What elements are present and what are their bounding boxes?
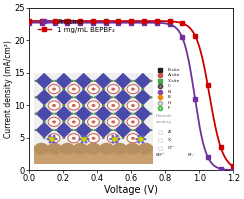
Y-axis label: Current density (mA/cm²): Current density (mA/cm²) — [4, 40, 13, 138]
X-axis label: Voltage (V): Voltage (V) — [104, 185, 158, 195]
Legend: Pristine, 1 mg/mL BEPBF₄: Pristine, 1 mg/mL BEPBF₄ — [35, 16, 118, 36]
